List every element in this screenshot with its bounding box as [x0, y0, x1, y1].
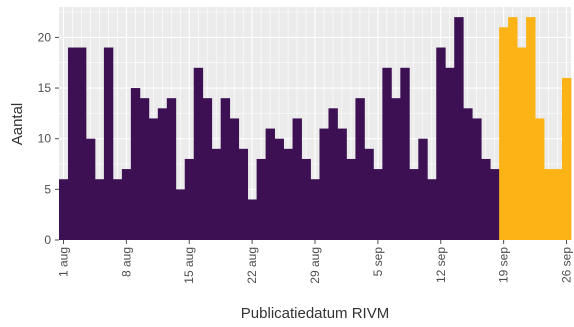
y-tick-label: 10 [38, 132, 52, 146]
bar-25-aug [274, 138, 284, 240]
bar-9-aug [130, 88, 141, 240]
bar-27-aug [292, 118, 302, 240]
y-tick-label: 15 [38, 81, 52, 95]
bar-19-sep [499, 27, 509, 241]
bar-5-sep [373, 169, 383, 240]
bar-14-aug [175, 189, 186, 240]
bar-10-aug [139, 98, 150, 240]
bar-17-sep [481, 158, 491, 240]
bar-23-aug [256, 158, 266, 240]
bar-11-sep [427, 179, 437, 240]
bar-12-aug [157, 108, 168, 240]
x-tick-label: 15 aug [182, 247, 196, 284]
y-tick-label: 20 [38, 30, 52, 44]
bar-20-aug [229, 118, 240, 240]
bar-10-sep [418, 138, 428, 240]
bar-6-sep [382, 67, 392, 240]
bar-21-aug [238, 148, 249, 240]
bar-16-aug [193, 67, 204, 240]
bar-29-aug [310, 179, 320, 240]
bar-6-aug [103, 47, 114, 240]
bar-22-sep [526, 17, 536, 241]
bar-15-aug [184, 158, 195, 240]
bar-14-sep [454, 17, 464, 241]
bar-5-aug [94, 179, 105, 240]
bar-24-aug [265, 128, 275, 240]
bar-30-aug [319, 128, 329, 240]
bar-26-aug [283, 148, 293, 240]
x-tick-label: 8 aug [119, 247, 133, 277]
bar-24-sep [544, 169, 554, 240]
x-tick-label: 26 sep [560, 247, 574, 283]
bar-1-sep [337, 128, 347, 240]
bar-8-sep [400, 67, 410, 240]
x-axis-ticks: 1 aug 8 aug 15 aug 22 aug 29 aug 5 sep 12 sep 1… [56, 240, 574, 284]
bar-31-aug [328, 108, 338, 240]
y-tick-label: 0 [44, 233, 51, 247]
bar-20-sep [508, 17, 518, 241]
bar-9-sep [409, 169, 419, 240]
bar-25-sep [553, 169, 563, 240]
bar-3-aug [76, 47, 87, 240]
x-tick-label: 5 sep [371, 247, 385, 277]
bar-28-aug [301, 158, 311, 240]
y-axis-ticks: 0 5 10 15 20 [38, 30, 59, 247]
bar-13-sep [445, 67, 455, 240]
y-axis-label: Aantal [9, 103, 26, 146]
bar-16-sep [472, 118, 482, 240]
bar-2-aug [67, 47, 78, 240]
x-axis-label: Publicatiedatum RIVM [241, 305, 389, 322]
bar-7-sep [391, 98, 401, 240]
x-tick-label: 22 aug [245, 247, 259, 284]
y-tick-label: 5 [44, 182, 51, 196]
bar-13-aug [166, 98, 177, 240]
bar-18-aug [211, 148, 222, 240]
bar-26-sep [562, 77, 572, 240]
bar-4-sep [364, 148, 374, 240]
bar-19-aug [220, 98, 231, 240]
x-tick-label: 1 aug [56, 247, 70, 277]
x-tick-label: 12 sep [434, 247, 448, 283]
bar-3-sep [355, 98, 365, 240]
bar-17-aug [202, 98, 213, 240]
bar-12-sep [436, 47, 446, 240]
bar-18-sep [490, 169, 500, 240]
bar-2-sep [346, 158, 356, 240]
bar-11-aug [148, 118, 159, 240]
bar-4-aug [85, 138, 96, 240]
bar-23-sep [535, 118, 545, 240]
bars [59, 17, 572, 241]
bar-15-sep [463, 108, 473, 240]
bar-7-aug [112, 179, 123, 240]
x-tick-label: 19 sep [497, 247, 511, 283]
bar-1-aug [59, 179, 69, 240]
bar-8-aug [121, 169, 132, 240]
bar-22-aug [247, 199, 258, 240]
bar-21-sep [517, 47, 527, 240]
x-tick-label: 29 aug [308, 247, 322, 284]
